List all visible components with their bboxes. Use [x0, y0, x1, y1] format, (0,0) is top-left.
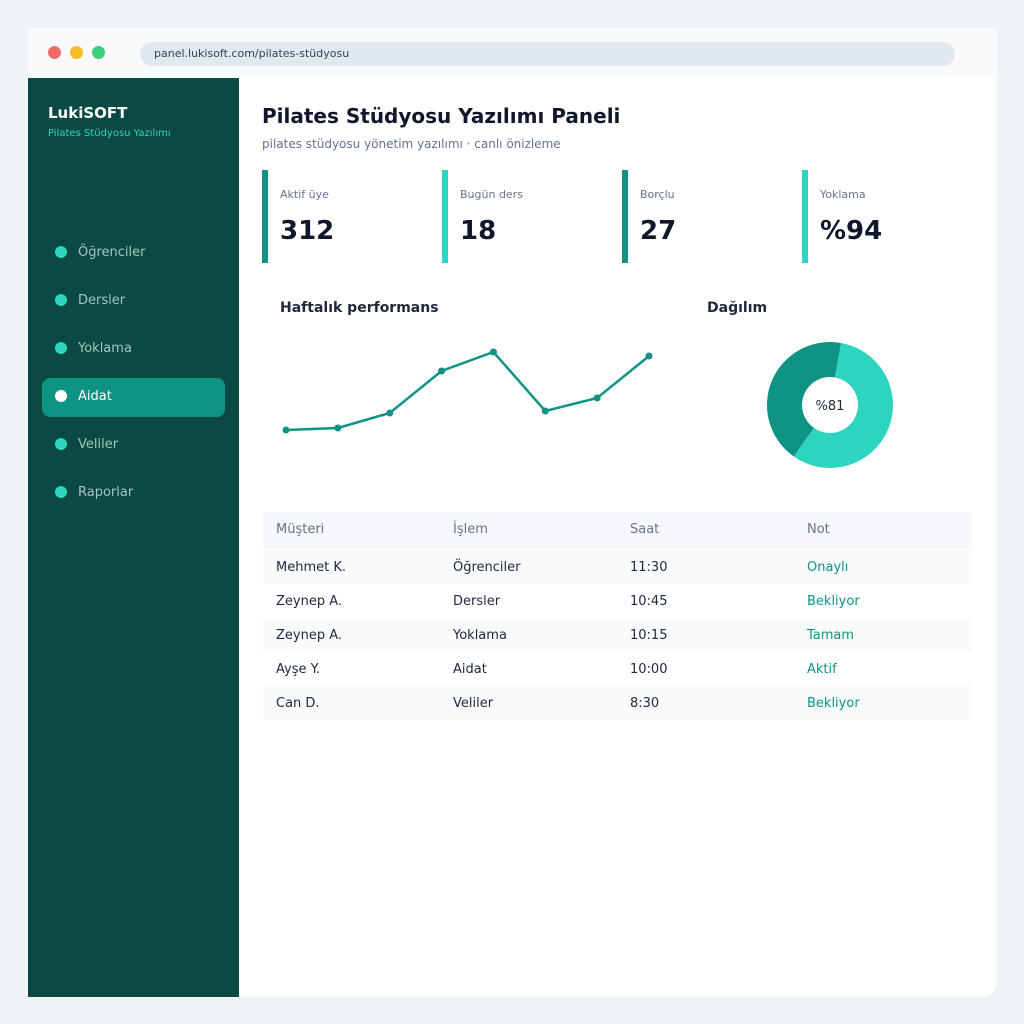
point — [282, 426, 290, 434]
cell: 8:30 — [630, 696, 660, 711]
table-row[interactable]: Ayşe Y. Aidat 10:00 Aktif — [263, 652, 972, 686]
donut-slice — [766, 342, 841, 457]
table: Müşteri İşlem Saat Not Mehmet K. Öğrenciler 11… — [263, 512, 972, 720]
cell: Öğrenciler — [453, 560, 521, 575]
stat-label: Borçlu — [640, 188, 675, 201]
cell: Bekliyor — [807, 696, 860, 711]
table-row[interactable]: Mehmet K. Öğrenciler 11:30 Onaylı — [263, 550, 972, 584]
charts: %81 — [282, 342, 893, 469]
point — [645, 352, 653, 360]
cell: Zeynep A. — [276, 628, 343, 643]
cell: Mehmet K. — [276, 560, 347, 575]
maximize-dot[interactable] — [92, 46, 105, 59]
menu-item[interactable]: Veliler — [42, 426, 225, 465]
stat-card: Bugün ders 18 — [442, 170, 612, 263]
stat-value: %94 — [820, 216, 883, 246]
cell: Aidat — [453, 662, 487, 677]
cell: 10:45 — [630, 594, 668, 609]
sidebar: LukiSOFT Pilates Stüdyosu Yazılımı Öğren… — [28, 78, 239, 997]
cell: Onaylı — [807, 560, 849, 575]
cell: Zeynep A. — [276, 594, 343, 609]
url-bar[interactable]: panel.lukisoft.com/pilates-stüdyosu — [140, 42, 955, 66]
stat-value: 27 — [640, 216, 677, 246]
cell: Aktif — [807, 662, 837, 677]
point — [438, 367, 446, 375]
menu-icon — [55, 438, 67, 450]
menu-icon — [55, 486, 67, 498]
cell: Tamam — [807, 628, 855, 643]
stat-label: Aktif üye — [280, 188, 329, 201]
point — [541, 407, 549, 415]
menu-label: Öğrenciler — [78, 245, 146, 260]
cell: Ayşe Y. — [276, 662, 321, 677]
donut-slice — [793, 342, 893, 469]
donut-label: %81 — [816, 399, 845, 414]
menu-label: Yoklama — [78, 341, 132, 356]
chart-title: Dağılım — [707, 300, 768, 316]
brand: LukiSOFT — [48, 104, 128, 122]
menu-label: Aidat — [78, 389, 112, 404]
menu-item[interactable]: Raporlar — [42, 474, 225, 513]
header-cell: Müşteri — [276, 522, 325, 537]
brand-subtitle: Pilates Stüdyosu Yazılımı — [48, 128, 171, 139]
menu-label: Veliler — [78, 437, 119, 452]
cell: Can D. — [276, 696, 320, 711]
point — [489, 348, 497, 356]
stat-value: 18 — [460, 216, 497, 246]
browser-window: panel.lukisoft.com/pilates-stüdyosu Luki… — [28, 28, 997, 997]
chart-title: Haftalık performans — [280, 300, 439, 316]
line — [285, 350, 650, 432]
menu-icon — [55, 246, 67, 258]
cell: Dersler — [453, 594, 501, 609]
cell: 11:30 — [630, 560, 668, 575]
header-cell: Not — [807, 522, 830, 537]
point — [386, 409, 394, 417]
header-cell: İşlem — [453, 522, 488, 537]
stat-card: Yoklama %94 — [802, 170, 972, 263]
menu-icon — [55, 390, 67, 402]
menu-icon — [55, 342, 67, 354]
menu-item[interactable]: Öğrenciler — [42, 234, 225, 273]
menu-icon — [55, 294, 67, 306]
stat-value: 312 — [280, 216, 335, 246]
cell: Yoklama — [453, 628, 507, 643]
stat-card: Aktif üye 312 — [262, 170, 432, 263]
stat-label: Bugün ders — [460, 188, 523, 201]
table-row[interactable]: Zeynep A. Dersler 10:45 Bekliyor — [263, 584, 972, 618]
menu-label: Dersler — [78, 293, 126, 308]
stat-label: Yoklama — [820, 188, 866, 201]
menu-item[interactable]: Aidat — [42, 378, 225, 417]
menu-item[interactable]: Yoklama — [42, 330, 225, 369]
header-cell: Saat — [630, 522, 660, 537]
cell: 10:15 — [630, 628, 668, 643]
cell: Bekliyor — [807, 594, 860, 609]
minimize-dot[interactable] — [70, 46, 83, 59]
menu-label: Raporlar — [78, 485, 134, 500]
point — [334, 424, 342, 432]
cell: Veliler — [453, 696, 494, 711]
stat-card: Borçlu 27 — [622, 170, 792, 263]
page-subtitle: pilates stüdyosu yönetim yazılımı · canl… — [262, 137, 561, 151]
table-row[interactable]: Can D. Veliler 8:30 Bekliyor — [263, 686, 972, 720]
page-title: Pilates Stüdyosu Yazılımı Paneli — [262, 104, 621, 128]
browser-bar: panel.lukisoft.com/pilates-stüdyosu — [28, 28, 997, 78]
table-row[interactable]: Zeynep A. Yoklama 10:15 Tamam — [263, 618, 972, 652]
cell: 10:00 — [630, 662, 668, 677]
point — [593, 394, 601, 402]
table-header: Müşteri İşlem Saat Not — [263, 512, 972, 548]
menu-item[interactable]: Dersler — [42, 282, 225, 321]
close-dot[interactable] — [48, 46, 61, 59]
